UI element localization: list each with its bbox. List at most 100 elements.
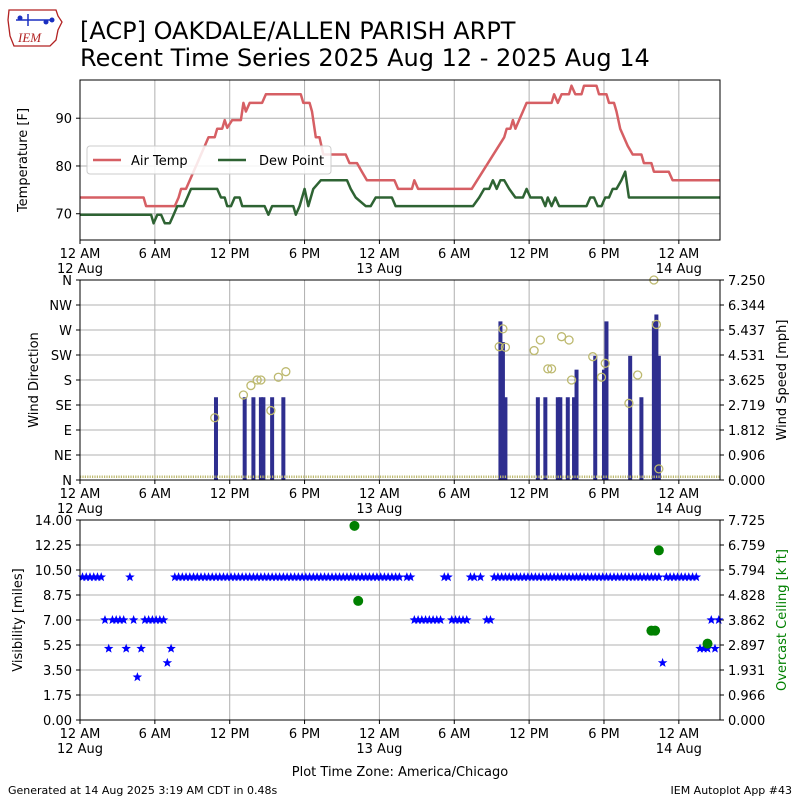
visibility-marker [349,572,360,582]
wind-direction-marker [500,342,511,352]
wind-direction-marker [596,372,607,382]
visibility-marker [435,615,446,624]
wind-speed-bar [574,369,579,480]
x-tick-label: 12 AM [359,247,400,262]
y2-tick-label: 4.531 [728,349,765,364]
visibility-marker [342,572,352,582]
visibility-marker [111,615,121,624]
x-tick-date-label: 13 Aug [356,502,402,517]
x-tick-label: 6 PM [588,487,619,502]
wind-direction-marker [564,335,574,345]
y2-tick-label: 2.897 [728,639,765,654]
wind-speed-bar [604,321,609,480]
y2-tick-label: 0.906 [728,449,765,464]
visibility-marker [196,572,206,582]
wind-direction-marker [246,380,256,391]
y2-axis-label: Wind Speed [mph] [775,320,790,441]
visibility-marker [672,572,683,582]
y-tick-label: W [59,324,72,339]
y2-tick-label: 7.250 [728,274,765,289]
visibility-marker [155,615,165,624]
visibility-marker [143,615,154,624]
visibility-marker [181,572,191,582]
visibility-marker [439,572,449,582]
y2-tick-label: 3.862 [728,614,765,629]
visibility-marker [598,572,608,582]
visibility-marker [631,572,642,582]
visibility-marker [586,572,597,582]
visibility-marker [508,572,518,582]
wind-direction-marker [651,319,662,330]
visibility-marker [646,572,657,582]
visibility-marker [200,572,210,582]
x-tick-label: 12 AM [359,487,400,502]
y-tick-label: 80 [55,160,72,175]
visibility-marker [538,572,548,582]
y2-tick-label: 5.437 [728,324,765,339]
y-tick-label: 14.00 [35,514,72,529]
wind-direction-marker [624,398,634,408]
visibility-marker [691,572,702,582]
x-tick-label: 6 AM [438,487,471,502]
visibility-marker [121,643,131,653]
wind-speed-bar [565,397,570,480]
y-tick-label: 12.25 [35,539,72,554]
visibility-marker [379,572,390,582]
visibility-marker [496,572,507,582]
visibility-marker [289,572,300,582]
x-tick-date-label: 14 Aug [656,742,702,757]
wind-speed-bar [654,314,659,480]
wind-direction-marker [494,342,504,352]
visibility-marker [526,572,537,582]
visibility-marker [256,572,266,582]
wind-speed-bar [281,397,286,480]
visibility-marker [387,572,397,582]
visibility-marker [218,572,229,582]
visibility-marker [553,572,563,582]
visibility-marker [338,572,348,582]
x-tick-date-label: 12 Aug [57,262,103,277]
wind-speed-bar [503,397,508,480]
visibility-marker [420,615,431,624]
plot-frame [79,79,721,241]
x-tick-label: 12 AM [60,247,101,262]
wind-direction-marker [238,390,249,400]
visibility-marker [364,572,375,582]
visibility-marker [147,615,158,624]
x-tick-label: 12 AM [60,727,101,742]
visibility-marker [684,572,694,582]
y2-tick-label: 1.931 [728,664,765,679]
y2-tick-label: 6.344 [728,299,765,314]
visibility-marker [327,572,337,582]
visibility-marker [158,615,169,624]
visibility-marker [346,572,356,582]
x-tick-label: 6 PM [289,487,320,502]
visibility-marker [590,572,600,582]
visibility-marker [390,572,401,582]
x-tick-label: 12 AM [658,487,699,502]
visibility-marker [469,572,479,582]
visibility-marker [549,572,559,582]
chart-subtitle: Recent Time Series 2025 Aug 12 - 2025 Au… [80,44,650,72]
visibility-marker [564,572,574,582]
visibility-marker [297,572,307,582]
wind-speed-bar [555,397,560,480]
visibility-marker [331,572,341,582]
visibility-marker [263,572,274,582]
visibility-marker [188,572,199,582]
visibility-marker [654,572,664,582]
visibility-marker [278,572,289,582]
visibility-marker [267,572,277,582]
visibility-marker [454,615,464,624]
wind-direction-marker [566,375,577,385]
visibility-marker [323,572,333,582]
visibility-marker [353,572,363,582]
ceiling-marker [353,595,364,606]
wind-speed-bar [639,397,644,480]
visibility-marker [140,615,150,624]
visibility-marker [81,572,91,582]
x-tick-label: 6 AM [139,247,172,262]
visibility-marker [665,572,675,582]
wind-speed-bar [535,397,540,480]
y2-tick-label: 0.000 [728,714,765,729]
